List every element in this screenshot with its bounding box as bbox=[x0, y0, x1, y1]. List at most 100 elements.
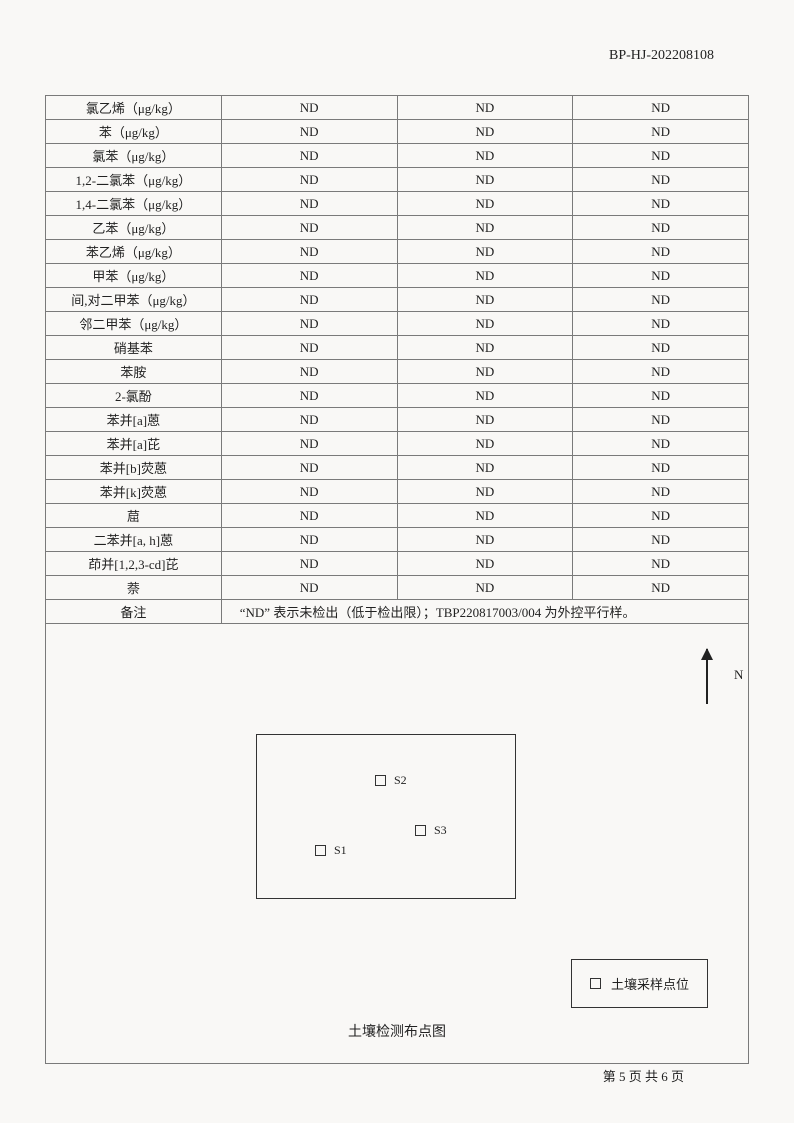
analyte-value: ND bbox=[221, 432, 397, 456]
results-table-wrapper: 氯乙烯（μg/kg）NDNDND苯（μg/kg）NDNDND氯苯（μg/kg）N… bbox=[45, 95, 749, 1064]
analyte-value: ND bbox=[573, 384, 749, 408]
remark-row: 备注 “ND” 表示未检出（低于检出限）；TBP220817003/004 为外… bbox=[46, 600, 749, 624]
document-id: BP-HJ-202208108 bbox=[609, 48, 714, 64]
analyte-value: ND bbox=[397, 144, 573, 168]
analyte-value: ND bbox=[397, 528, 573, 552]
analyte-name: 苯胺 bbox=[46, 360, 222, 384]
diagram-cell: N S2 S3 S1 bbox=[46, 624, 749, 1064]
north-label: N bbox=[734, 667, 743, 683]
table-row: 苯并[a]芘NDNDND bbox=[46, 432, 749, 456]
remark-text: “ND” 表示未检出（低于检出限）；TBP220817003/004 为外控平行… bbox=[221, 600, 748, 624]
analyte-name: 间,对二甲苯（μg/kg） bbox=[46, 288, 222, 312]
analyte-name: 苯并[a]芘 bbox=[46, 432, 222, 456]
analyte-value: ND bbox=[573, 192, 749, 216]
north-arrow-icon bbox=[706, 649, 708, 704]
analyte-value: ND bbox=[573, 144, 749, 168]
analyte-value: ND bbox=[397, 336, 573, 360]
square-marker-icon bbox=[375, 775, 386, 786]
analyte-value: ND bbox=[573, 456, 749, 480]
analyte-value: ND bbox=[573, 528, 749, 552]
analyte-name: 苯（μg/kg） bbox=[46, 120, 222, 144]
analyte-value: ND bbox=[573, 480, 749, 504]
results-table: 氯乙烯（μg/kg）NDNDND苯（μg/kg）NDNDND氯苯（μg/kg）N… bbox=[45, 95, 749, 1064]
analyte-value: ND bbox=[397, 360, 573, 384]
plot-boundary: S2 S3 S1 bbox=[256, 734, 516, 899]
table-row: 二苯并[a, h]蒽NDNDND bbox=[46, 528, 749, 552]
analyte-value: ND bbox=[221, 360, 397, 384]
analyte-name: 乙苯（μg/kg） bbox=[46, 216, 222, 240]
table-row: 硝基苯NDNDND bbox=[46, 336, 749, 360]
analyte-value: ND bbox=[221, 576, 397, 600]
analyte-value: ND bbox=[397, 168, 573, 192]
analyte-name: 茚并[1,2,3-cd]芘 bbox=[46, 552, 222, 576]
analyte-value: ND bbox=[573, 264, 749, 288]
analyte-value: ND bbox=[573, 120, 749, 144]
table-row: 乙苯（μg/kg）NDNDND bbox=[46, 216, 749, 240]
analyte-value: ND bbox=[573, 432, 749, 456]
table-row: 苯（μg/kg）NDNDND bbox=[46, 120, 749, 144]
analyte-name: 邻二甲苯（μg/kg） bbox=[46, 312, 222, 336]
analyte-value: ND bbox=[397, 504, 573, 528]
table-row: 2-氯酚NDNDND bbox=[46, 384, 749, 408]
sample-point-s2: S2 bbox=[375, 773, 407, 788]
analyte-value: ND bbox=[221, 528, 397, 552]
analyte-value: ND bbox=[573, 408, 749, 432]
analyte-name: 1,2-二氯苯（μg/kg） bbox=[46, 168, 222, 192]
analyte-name: 甲苯（μg/kg） bbox=[46, 264, 222, 288]
analyte-name: 二苯并[a, h]蒽 bbox=[46, 528, 222, 552]
analyte-value: ND bbox=[221, 480, 397, 504]
table-row: 甲苯（μg/kg）NDNDND bbox=[46, 264, 749, 288]
analyte-value: ND bbox=[221, 312, 397, 336]
analyte-name: 苯并[b]荧蒽 bbox=[46, 456, 222, 480]
analyte-value: ND bbox=[221, 384, 397, 408]
analyte-value: ND bbox=[573, 360, 749, 384]
analyte-name: 苯并[k]荧蒽 bbox=[46, 480, 222, 504]
analyte-value: ND bbox=[573, 576, 749, 600]
analyte-name: 硝基苯 bbox=[46, 336, 222, 360]
analyte-value: ND bbox=[573, 168, 749, 192]
analyte-value: ND bbox=[397, 384, 573, 408]
analyte-value: ND bbox=[397, 288, 573, 312]
analyte-value: ND bbox=[221, 456, 397, 480]
analyte-value: ND bbox=[573, 504, 749, 528]
table-row: 1,4-二氯苯（μg/kg）NDNDND bbox=[46, 192, 749, 216]
analyte-value: ND bbox=[221, 504, 397, 528]
analyte-value: ND bbox=[397, 408, 573, 432]
table-row: 苯并[a]蒽NDNDND bbox=[46, 408, 749, 432]
page-footer: 第 5 页 共 6 页 bbox=[603, 1066, 684, 1085]
analyte-value: ND bbox=[221, 120, 397, 144]
analyte-value: ND bbox=[397, 480, 573, 504]
analyte-value: ND bbox=[397, 552, 573, 576]
table-row: 茚并[1,2,3-cd]芘NDNDND bbox=[46, 552, 749, 576]
table-row: 邻二甲苯（μg/kg）NDNDND bbox=[46, 312, 749, 336]
table-row: 1,2-二氯苯（μg/kg）NDNDND bbox=[46, 168, 749, 192]
analyte-value: ND bbox=[221, 288, 397, 312]
analyte-value: ND bbox=[221, 336, 397, 360]
table-row: 苯乙烯（μg/kg）NDNDND bbox=[46, 240, 749, 264]
analyte-value: ND bbox=[397, 576, 573, 600]
analyte-value: ND bbox=[573, 336, 749, 360]
analyte-value: ND bbox=[573, 240, 749, 264]
analyte-name: 䓛 bbox=[46, 504, 222, 528]
square-marker-icon bbox=[590, 978, 601, 989]
square-marker-icon bbox=[315, 845, 326, 856]
remark-label: 备注 bbox=[46, 600, 222, 624]
analyte-value: ND bbox=[397, 240, 573, 264]
analyte-value: ND bbox=[221, 408, 397, 432]
table-row: 萘NDNDND bbox=[46, 576, 749, 600]
analyte-name: 苯乙烯（μg/kg） bbox=[46, 240, 222, 264]
table-row: 䓛NDNDND bbox=[46, 504, 749, 528]
sample-label: S3 bbox=[434, 823, 447, 838]
sample-label: S2 bbox=[394, 773, 407, 788]
sample-point-s1: S1 bbox=[315, 843, 347, 858]
analyte-name: 氯苯（μg/kg） bbox=[46, 144, 222, 168]
analyte-value: ND bbox=[221, 552, 397, 576]
table-row: 苯并[b]荧蒽NDNDND bbox=[46, 456, 749, 480]
analyte-value: ND bbox=[397, 264, 573, 288]
legend-text: 土壤采样点位 bbox=[611, 974, 689, 993]
diagram-caption: 土壤检测布点图 bbox=[348, 1021, 446, 1041]
analyte-value: ND bbox=[221, 216, 397, 240]
analyte-value: ND bbox=[573, 288, 749, 312]
table-row: 氯苯（μg/kg）NDNDND bbox=[46, 144, 749, 168]
analyte-value: ND bbox=[573, 312, 749, 336]
